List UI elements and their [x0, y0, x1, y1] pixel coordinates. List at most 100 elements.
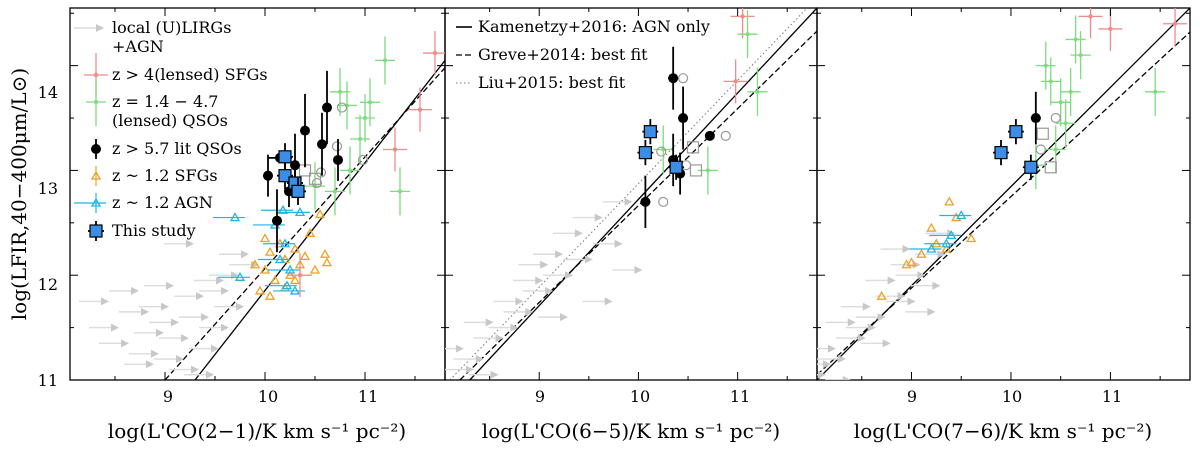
- p2-relation-dashed: [817, 31, 1190, 376]
- p2-qso-mid-point-4: [1048, 79, 1053, 84]
- p1-local-point-15: [475, 355, 484, 364]
- p2-xtick-label-11: 11: [1102, 387, 1122, 406]
- p0-local-point-8: [131, 286, 139, 295]
- p1-local-point-4: [555, 250, 564, 259]
- p0-xtick-label-10: 10: [258, 387, 278, 406]
- legend-datasets: local (U)LIRGs +AGN z > 4(lensed) SFGs z…: [74, 18, 268, 241]
- p2-qso-mid-point-6: [1053, 147, 1058, 152]
- p1-local-point-19: [634, 265, 643, 274]
- p2-sfg12-point-4: [906, 257, 917, 267]
- p0-qso-mid-point-5: [358, 136, 362, 141]
- p2-local-point-8: [867, 323, 876, 332]
- p2-local-point-19: [932, 281, 941, 290]
- legend-relations: Kamenetzy+2016: AGN only Greve+2014: bes…: [456, 17, 710, 92]
- p1-local-point-21: [560, 313, 569, 322]
- p1-x-axis-label: log(L'CO(6−5)/K km s⁻¹ pc⁻²): [482, 419, 780, 443]
- p0-local-point-21: [186, 239, 194, 248]
- p2-this-point-1: [994, 146, 1008, 160]
- p1-local-point-6: [594, 213, 603, 222]
- p2-sfg12-point-0: [944, 196, 955, 206]
- legend-this-label: This study: [112, 221, 196, 240]
- p0-sfg12-point-10: [319, 248, 331, 258]
- p1-qso-lit-open-point-3: [720, 130, 731, 141]
- p0-local-point-9: [211, 344, 219, 353]
- p2-sfg12-point-9: [926, 222, 937, 232]
- p1-xtick-label-10: 10: [630, 387, 650, 406]
- p2-xtick-label-9: 9: [907, 387, 917, 406]
- p1-qso-lit-point-1: [678, 113, 689, 124]
- p1-relation-solid: [469, 8, 817, 380]
- p1-local-point-0: [455, 344, 464, 353]
- p2-agn12-point-1: [946, 230, 957, 240]
- p2-local-point-12: [847, 318, 856, 327]
- legend-qsomid-label: z = 1.4 − 4.7: [112, 92, 218, 111]
- p0-local-point-22: [221, 323, 229, 332]
- p0-local-point-24: [146, 360, 154, 369]
- p2-local-point-7: [827, 344, 836, 353]
- p2-sfg-hz-point-2: [1172, 21, 1178, 26]
- p0-qso-mid-point-1: [363, 116, 367, 121]
- p0-sfg12-point-12: [254, 285, 266, 295]
- p0-sfg12-point-5: [314, 209, 326, 219]
- p2-sfg-hz-point-1: [1108, 26, 1113, 32]
- p0-agn12-point-9: [277, 204, 289, 214]
- p2-agn12-point-0: [956, 210, 967, 220]
- legend-this-symbol: [89, 224, 103, 238]
- p2-local-point-6: [937, 250, 946, 259]
- p2-qso-mid-point-8: [1063, 121, 1068, 126]
- p2-local-point-17: [882, 339, 891, 348]
- p1-sfg-hz-point-0: [740, 14, 745, 19]
- p1-local-point-7: [465, 365, 474, 374]
- p0-sfg12-point-1: [264, 246, 276, 256]
- legend-local-label2: +AGN: [112, 37, 164, 56]
- p2-agn12-point-2: [941, 238, 952, 248]
- p0-local-point-14: [121, 339, 129, 348]
- p1-this-open-point-1: [686, 141, 700, 154]
- p2-local-point-1: [837, 355, 846, 364]
- p2-local-point-10: [887, 276, 896, 285]
- p0-sfg12-point-3: [289, 243, 301, 253]
- p2-qso-mid-point-1: [1043, 63, 1048, 68]
- p0-qso-lit-open-point-4: [357, 154, 369, 166]
- ytick-label-13: 13: [38, 179, 58, 198]
- p1-qso-lit-point-0: [668, 73, 679, 84]
- p2-qso-lit-point-0: [1030, 113, 1041, 124]
- p0-sfg12-point-15: [309, 264, 321, 274]
- p2-sfg-hz-point-0: [1088, 14, 1093, 19]
- p1-local-point-18: [624, 197, 633, 206]
- p2-sfg12-point-8: [901, 259, 912, 269]
- p2-this-open-point-0: [1044, 161, 1057, 174]
- ytick-label-11: 11: [38, 371, 58, 390]
- p1-qso-lit-open-point-2: [680, 160, 692, 171]
- p0-agn12-point-2: [279, 238, 291, 248]
- p1-qso-lit-open-point-1: [656, 146, 667, 157]
- p1-local-point-11: [584, 255, 593, 264]
- p0-agn12-point-8: [289, 285, 301, 295]
- p0-qso-lit-point-3: [317, 139, 327, 150]
- p0-qso-lit-point-6: [272, 215, 282, 226]
- p0-local-point-1: [151, 349, 159, 358]
- p1-qso-lit-open-point-4: [658, 196, 669, 207]
- p0-sfg12-point-7: [269, 275, 281, 285]
- legend-sfg12-label: z ~ 1.2 SFGs: [112, 166, 218, 185]
- p0-qso-lit-open-point-0: [336, 102, 348, 113]
- p0-sfg-hz-point-1: [417, 107, 423, 112]
- p0-agn12-point-7: [234, 271, 246, 281]
- p0-local-point-17: [216, 276, 224, 285]
- p1-xtick-label-9: 9: [535, 387, 545, 406]
- legend-qsolit-label: z > 5.7 lit QSOs: [112, 139, 242, 158]
- legend-sfghz-label: z > 4(lensed) SFGs: [112, 65, 268, 84]
- legend-kamenetzy-label: Kamenetzy+2016: AGN only: [478, 17, 710, 36]
- p2-sfg12-point-5: [876, 290, 887, 300]
- p0-local-point-4: [201, 313, 209, 322]
- p0-local-point-15: [196, 292, 204, 301]
- p2-sfg12-point-7: [941, 243, 952, 253]
- legend-sfghz-symbol: [93, 72, 99, 78]
- ytick-label-14: 14: [38, 83, 58, 102]
- p1-this-point-2: [669, 160, 683, 174]
- p1-local-point-2: [515, 297, 524, 306]
- p0-qso-mid-point-7: [368, 100, 372, 105]
- p1-qso-mid-point-0: [745, 32, 750, 37]
- p0-local-point-23: [236, 302, 244, 311]
- p1-local-point-8: [495, 334, 504, 343]
